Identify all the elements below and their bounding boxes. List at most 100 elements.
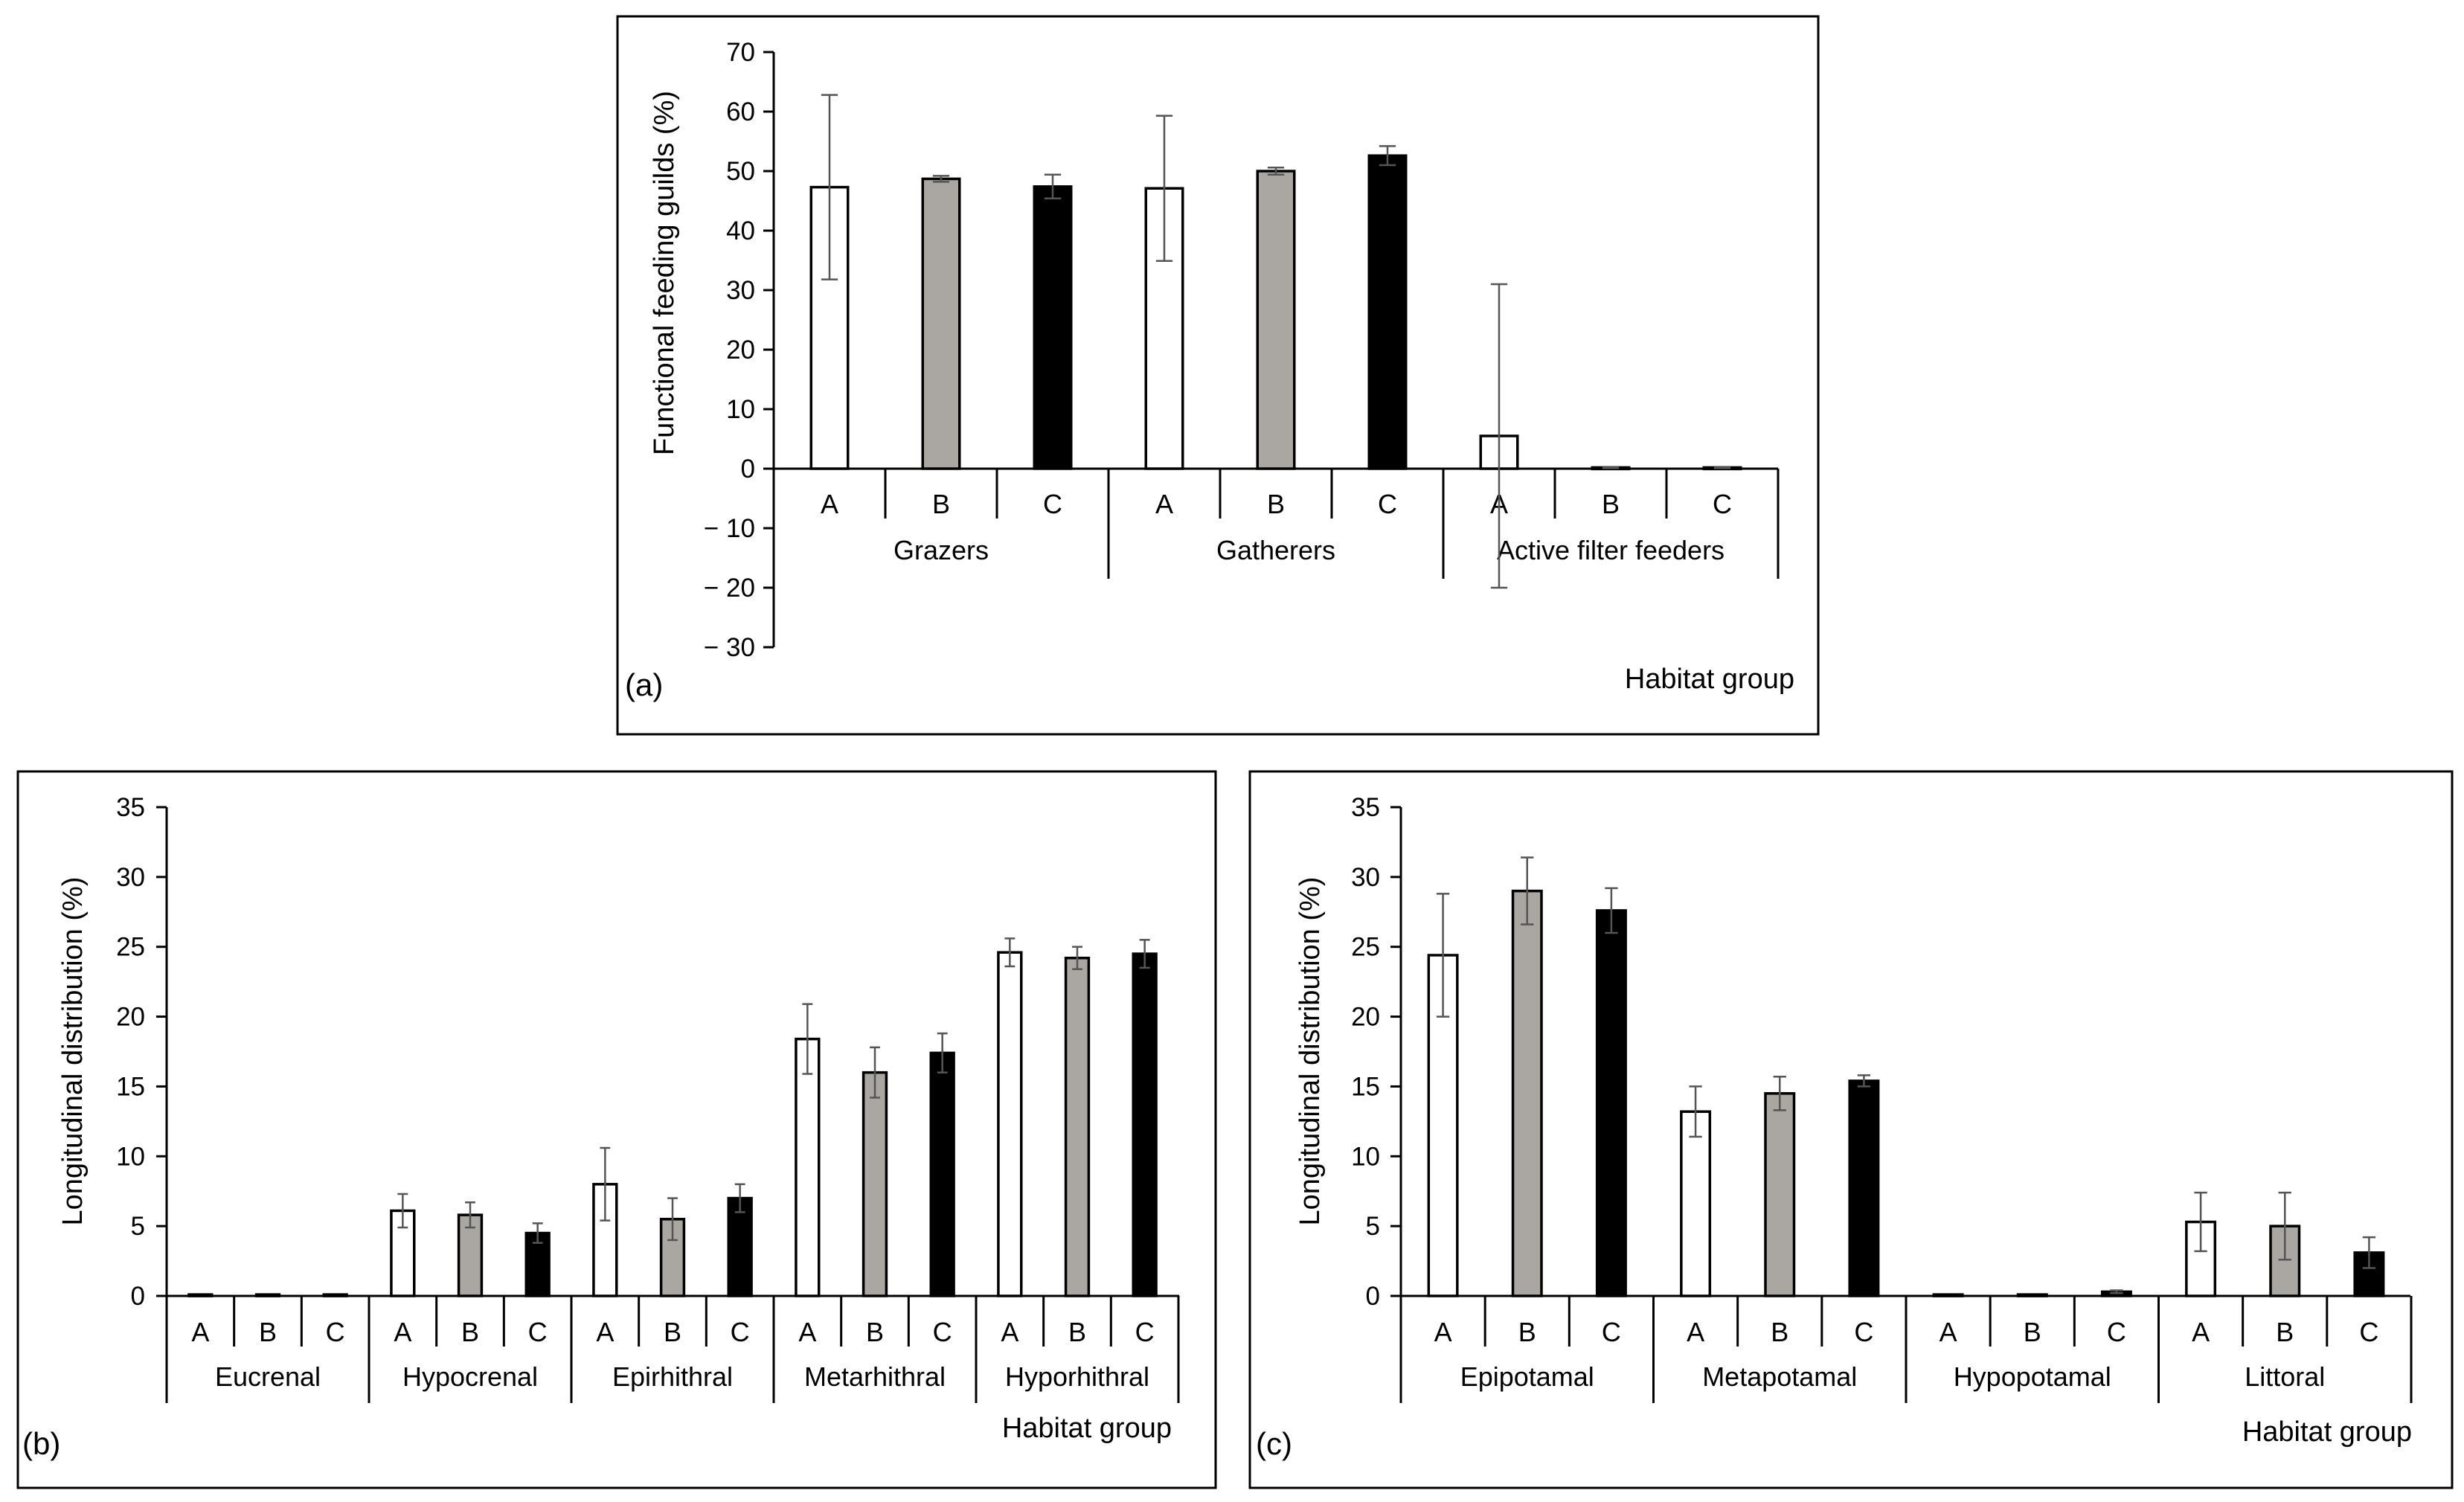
- y-tick-label: 0: [131, 1282, 145, 1311]
- category-label: A: [394, 1317, 411, 1347]
- y-axis-title: Longitudinal distribution (%): [57, 877, 89, 1226]
- y-tick-label: − 10: [704, 514, 755, 543]
- panel-frame: [616, 15, 1820, 736]
- category-label: C: [1854, 1317, 1873, 1347]
- category-label: B: [1267, 489, 1285, 519]
- category-label: A: [1687, 1317, 1704, 1347]
- category-label: A: [821, 489, 838, 519]
- y-tick-label: 15: [1351, 1072, 1380, 1101]
- y-tick-label: 25: [116, 933, 145, 962]
- bar-c-0-C: [1595, 909, 1627, 1297]
- bar-b-0-C: [322, 1293, 348, 1297]
- bar-c-3-B: [2269, 1225, 2301, 1297]
- y-axis-title: Longitudinal distribution (%): [1294, 877, 1326, 1226]
- category-label: A: [1001, 1317, 1018, 1347]
- y-tick-label: 0: [1366, 1282, 1380, 1311]
- bar-c-2-B: [2016, 1293, 2048, 1297]
- y-tick-label: 5: [1366, 1212, 1380, 1241]
- panel-a: 70 60 50 40 30 20 10 0 − 10 − 20 − 30 Functional fe…: [616, 15, 1820, 736]
- category-label: B: [932, 489, 950, 519]
- bar-a-0-B: [921, 177, 961, 470]
- y-tick-label: − 30: [704, 633, 755, 662]
- bar-c-2-A: [1932, 1293, 1964, 1297]
- bar-b-3-A: [795, 1037, 821, 1297]
- category-label: C: [1602, 1317, 1621, 1347]
- y-tick-label: 30: [116, 863, 145, 892]
- category-label: C: [1043, 489, 1062, 519]
- panel-b: 35 30 25 20 15 10 5 0 Longitudinal distribution …: [16, 770, 1217, 1489]
- category-label: C: [1378, 489, 1397, 519]
- y-tick-label: − 20: [704, 574, 755, 603]
- x-axis-title: Habitat group: [1625, 664, 1794, 695]
- bar-b-4-A: [997, 951, 1023, 1297]
- y-tick-label: 50: [726, 157, 755, 186]
- category-label: B: [259, 1317, 277, 1347]
- y-axis-title: Functional feeding guilds (%): [649, 91, 680, 455]
- bar-a-1-B: [1256, 170, 1296, 470]
- y-tick-label: 10: [726, 395, 755, 424]
- y-tick-label: 60: [726, 97, 755, 126]
- y-tick-label: 10: [1351, 1142, 1380, 1171]
- group-label: Metapotamal: [1702, 1361, 1857, 1392]
- y-tick-label: 70: [726, 38, 755, 67]
- group-label: Metarhithral: [804, 1361, 946, 1392]
- category-label: C: [731, 1317, 750, 1347]
- y-tick-label: 40: [726, 216, 755, 245]
- category-label: B: [1518, 1317, 1536, 1347]
- group-label: Epirhithral: [612, 1361, 733, 1392]
- category-label: C: [1713, 489, 1732, 519]
- bar-b-0-B: [254, 1293, 281, 1297]
- panel-c: 35 30 25 20 15 10 5 0 Longitudinal distribution …: [1248, 770, 2454, 1489]
- category-label: B: [1771, 1317, 1788, 1347]
- bar-c-1-C: [1848, 1079, 1880, 1297]
- category-label: A: [596, 1317, 614, 1347]
- x-axis-title: Habitat group: [1002, 1413, 1172, 1444]
- y-tick-label: 35: [1351, 793, 1380, 822]
- category-label: A: [1434, 1317, 1452, 1347]
- y-tick-label: 20: [116, 1003, 145, 1032]
- bar-b-0-A: [187, 1293, 214, 1297]
- group-label: Grazers: [893, 535, 989, 565]
- bar-c-1-A: [1680, 1110, 1712, 1297]
- y-tick-label: 15: [116, 1072, 145, 1101]
- group-label: Hypocrenal: [402, 1361, 538, 1392]
- category-label: C: [326, 1317, 345, 1347]
- bar-b-4-C: [1132, 952, 1158, 1297]
- y-tick-label: 30: [1351, 863, 1380, 892]
- panel-frame: [16, 770, 1217, 1489]
- category-label: C: [933, 1317, 952, 1347]
- group-label: Eucrenal: [215, 1361, 321, 1392]
- y-tick-label: 5: [131, 1212, 145, 1241]
- category-label: B: [1068, 1317, 1086, 1347]
- category-label: B: [664, 1317, 681, 1347]
- y-tick-label: 35: [116, 793, 145, 822]
- category-label: B: [866, 1317, 884, 1347]
- category-label: C: [528, 1317, 548, 1347]
- panel-label: (a): [625, 667, 663, 702]
- category-label: B: [1602, 489, 1620, 519]
- y-tick-label: 30: [726, 276, 755, 305]
- category-label: B: [2276, 1317, 2294, 1347]
- panel-label: (b): [22, 1426, 60, 1461]
- y-tick-label: 20: [1351, 1003, 1380, 1032]
- category-label: B: [2024, 1317, 2041, 1347]
- x-axis-title: Habitat group: [2242, 1416, 2412, 1448]
- y-tick-label: 10: [116, 1142, 145, 1171]
- group-label: Hyporhithral: [1005, 1361, 1149, 1392]
- bar-a-0-C: [1033, 185, 1073, 470]
- y-tick-label: 25: [1351, 933, 1380, 962]
- category-label: A: [1155, 489, 1173, 519]
- group-label: Epipotamal: [1460, 1361, 1594, 1392]
- bar-b-3-C: [929, 1051, 955, 1297]
- y-tick-label: 0: [741, 455, 755, 484]
- category-label: A: [191, 1317, 209, 1347]
- category-label: C: [2107, 1317, 2126, 1347]
- group-label: Hypopotamal: [1954, 1361, 2111, 1392]
- bar-b-3-B: [862, 1071, 888, 1297]
- bar-c-1-B: [1764, 1092, 1796, 1297]
- bar-a-1-C: [1367, 154, 1408, 470]
- group-label: Gatherers: [1216, 535, 1335, 565]
- category-label: C: [2359, 1317, 2378, 1347]
- y-tick-label: 20: [726, 336, 755, 365]
